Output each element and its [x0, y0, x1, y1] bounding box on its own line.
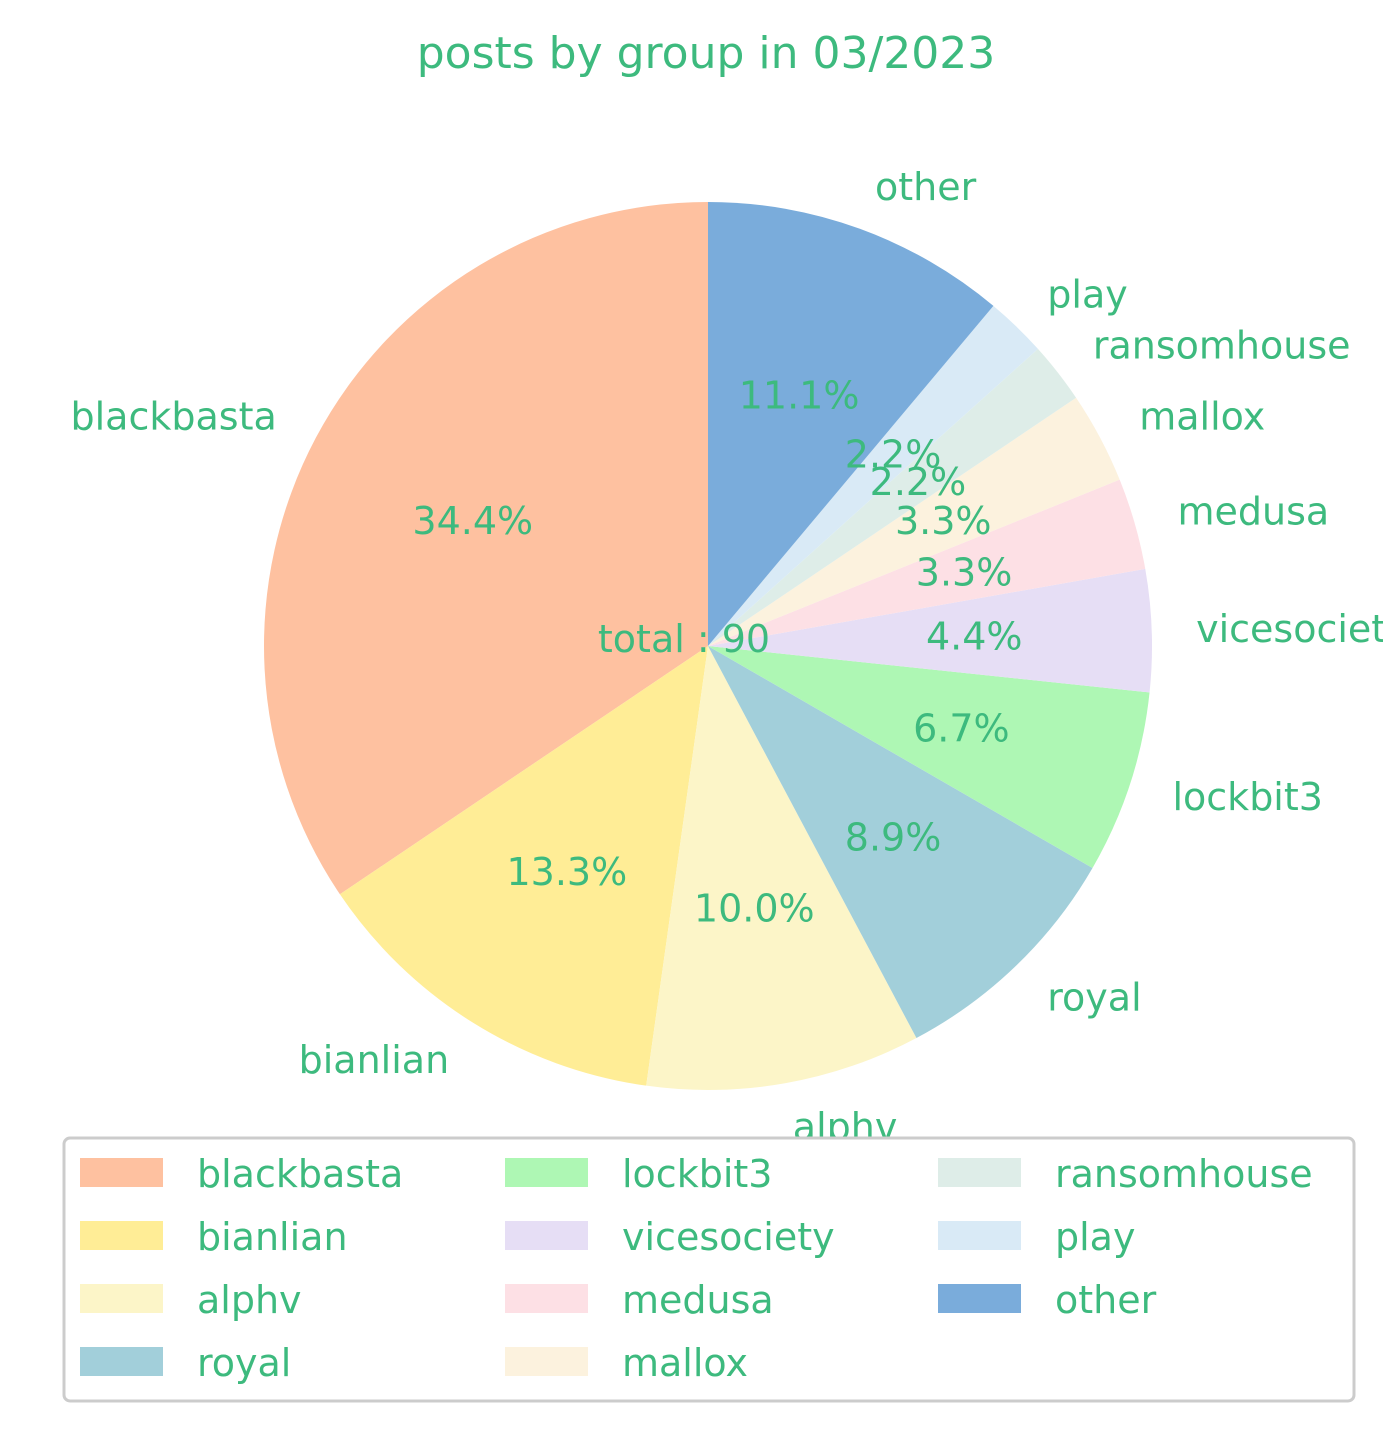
- legend-label-alphv: alphv: [197, 1278, 302, 1322]
- legend-label-mallox: mallox: [622, 1341, 748, 1385]
- percent-label-mallox: 3.3%: [895, 499, 992, 543]
- legend-label-bianlian: bianlian: [197, 1215, 348, 1259]
- legend-label-ransomhouse: ransomhouse: [1055, 1152, 1313, 1196]
- percent-label-lockbit3: 6.7%: [913, 706, 1010, 750]
- legend-swatch-play: [938, 1221, 1021, 1250]
- slice-label-royal: royal: [1047, 975, 1141, 1019]
- pie-slice-alphv: [646, 646, 917, 1091]
- percent-label-vicesociety: 4.4%: [926, 615, 1023, 659]
- legend-label-vicesociety: vicesociety: [622, 1215, 835, 1259]
- legend-label-other: other: [1055, 1278, 1157, 1322]
- pie-slice-play: [708, 305, 1038, 646]
- chart-title: posts by group in 03/2023: [417, 28, 996, 79]
- pie-slice-other: [708, 202, 994, 646]
- legend-swatch-ransomhouse: [938, 1158, 1021, 1187]
- slice-label-medusa: medusa: [1177, 489, 1329, 533]
- pie-slice-bianlian: [339, 646, 708, 1086]
- pie-slice-vicesociety: [708, 568, 1152, 693]
- slice-label-play: play: [1047, 273, 1127, 317]
- percent-label-blackbasta: 34.4%: [412, 499, 533, 543]
- legend-label-blackbasta: blackbasta: [197, 1152, 403, 1196]
- legend-swatch-bianlian: [80, 1221, 163, 1250]
- percent-labels: 34.4%13.3%10.0%8.9%6.7%4.4%3.3%3.3%2.2%2…: [412, 374, 1022, 931]
- legend-frame: [62, 1136, 1356, 1403]
- legend-swatch-vicesociety: [505, 1221, 588, 1250]
- percent-label-alphv: 10.0%: [694, 886, 815, 930]
- pie-slice-lockbit3: [708, 646, 1150, 868]
- slice-label-other: other: [875, 165, 977, 209]
- legend-label-play: play: [1055, 1215, 1135, 1259]
- legend-swatch-blackbasta: [80, 1158, 163, 1187]
- slice-label-blackbasta: blackbasta: [71, 395, 277, 439]
- legend-swatch-royal: [80, 1347, 163, 1376]
- slice-label-lockbit3: lockbit3: [1172, 775, 1322, 819]
- percent-label-bianlian: 13.3%: [506, 850, 627, 894]
- legend-label-medusa: medusa: [622, 1278, 774, 1322]
- legend-swatch-mallox: [505, 1347, 588, 1376]
- legend-swatch-medusa: [505, 1284, 588, 1313]
- slice-labels: blackbastabianlianalphvroyallockbit3vice…: [71, 165, 1383, 1149]
- legend-swatch-alphv: [80, 1284, 163, 1313]
- pie-slice-ransomhouse: [708, 348, 1077, 646]
- percent-label-royal: 8.9%: [845, 816, 942, 860]
- legend-label-lockbit3: lockbit3: [622, 1152, 772, 1196]
- pie-slice-mallox: [708, 397, 1120, 646]
- pie-slice-blackbasta: [263, 202, 708, 895]
- legend-swatch-other: [938, 1284, 1021, 1313]
- legend-swatch-lockbit3: [505, 1158, 588, 1187]
- percent-label-medusa: 3.3%: [916, 551, 1013, 595]
- slice-label-vicesociety: vicesociety: [1196, 607, 1383, 651]
- pie-slice-royal: [708, 646, 1093, 1039]
- total-label: total : 90: [598, 617, 770, 661]
- pie-slice-medusa: [708, 479, 1146, 646]
- slice-label-ransomhouse: ransomhouse: [1093, 323, 1351, 367]
- legend-label-royal: royal: [197, 1341, 291, 1385]
- percent-label-ransomhouse: 2.2%: [870, 460, 967, 504]
- percent-label-play: 2.2%: [845, 432, 942, 476]
- slice-label-bianlian: bianlian: [299, 1038, 450, 1082]
- slice-label-mallox: mallox: [1139, 395, 1265, 439]
- legend: blackbasta bianlian alphv royal lockbit3 vice…: [62, 1136, 1356, 1403]
- percent-label-other: 11.1%: [739, 374, 860, 418]
- pie-slices: [263, 202, 1152, 1091]
